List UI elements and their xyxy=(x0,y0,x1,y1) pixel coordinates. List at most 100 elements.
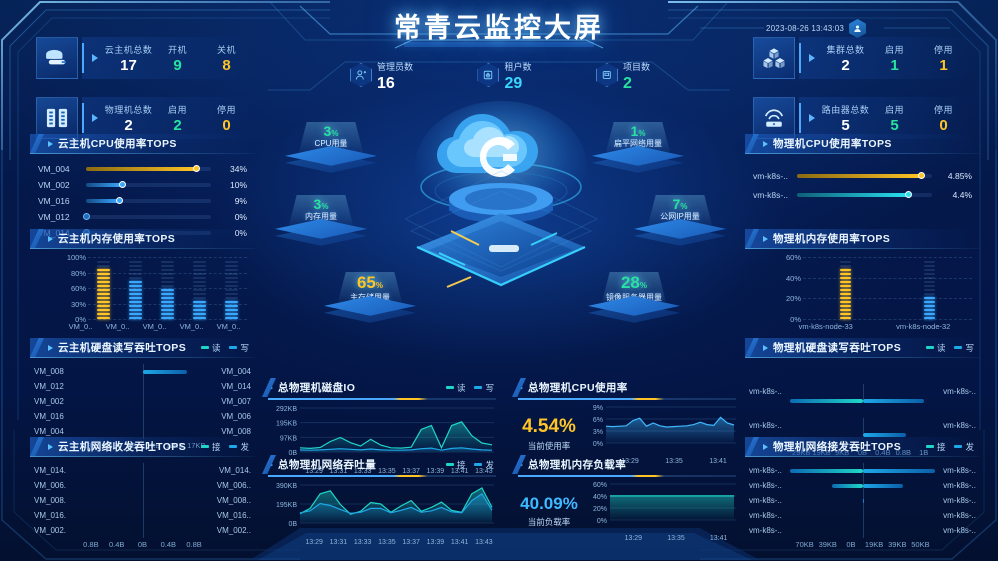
table-row[interactable]: VM_008 VM_004 xyxy=(34,364,251,379)
legend-item-read[interactable]: 读 xyxy=(200,342,220,354)
row-label-left: VM_006. xyxy=(34,481,67,490)
table-row[interactable]: vm-k8s-.. vm-k8s-.. xyxy=(749,493,976,508)
timestamp-text: 2023-08-26 13:43:03 xyxy=(766,24,845,33)
legend-item-send[interactable]: 发 xyxy=(229,441,249,453)
legend-item-send[interactable]: 发 xyxy=(474,459,494,471)
chart-x-labels: 13:29 13:31 13:33 13:35 13:37 13:39 13:41 13:43 xyxy=(302,539,496,546)
panel-header: 物理机内存使用率TOPS xyxy=(745,229,980,248)
user-hex-icon[interactable] xyxy=(849,19,867,38)
table-row[interactable]: VM_002. VM_002.. xyxy=(34,523,251,538)
bar-right xyxy=(862,398,924,403)
stat-value: 1 xyxy=(890,56,899,74)
chart-bar[interactable] xyxy=(803,257,888,319)
series-line xyxy=(299,421,493,450)
stat-cell: 停用 1 xyxy=(919,43,968,74)
center-stat-projects[interactable]: 项目数 2 xyxy=(595,57,650,93)
legend-item-recv[interactable]: 接 xyxy=(445,459,465,471)
stat-card-host-total[interactable]: 物理机总数 2 启用 2 停用 0 xyxy=(36,96,251,140)
triangle-right-icon xyxy=(268,461,273,468)
stat-card-vm-total[interactable]: 云主机总数 17 开机 9 关机 8 xyxy=(36,36,251,80)
legend-item-recv[interactable]: 接 xyxy=(200,441,220,453)
legend-item-send[interactable]: 发 xyxy=(954,441,974,453)
progress-track[interactable] xyxy=(86,197,211,204)
center-stat-label: 项目数 xyxy=(622,62,650,72)
chart-y-tick: 0B xyxy=(288,521,297,528)
table-row[interactable]: VM_004 VM_008 xyxy=(34,424,251,439)
list-item[interactable]: vm-k8s-.. 4.85% xyxy=(753,166,972,185)
table-row[interactable]: VM_002 VM_007 xyxy=(34,394,251,409)
chart-y-tick: 0% xyxy=(597,518,607,525)
list-item[interactable]: VM_002 10% xyxy=(38,177,247,193)
stat-label: 启用 xyxy=(884,44,904,55)
legend-item-read[interactable]: 读 xyxy=(925,342,945,354)
chart-plot: 292KB 195KB 97KB 0B xyxy=(276,406,494,457)
center-stat-admins[interactable]: 管理员数 16 xyxy=(350,57,413,93)
table-row[interactable]: VM_014. VM_014. xyxy=(34,463,251,478)
table-row[interactable]: vm-k8s-.. vm-k8s-.. xyxy=(749,478,976,493)
chart-bar[interactable] xyxy=(215,257,247,319)
chart-x-tick: 13:31 xyxy=(329,539,348,546)
legend-item-write[interactable]: 写 xyxy=(954,342,974,354)
chart-x-labels: VM_0.. VM_0.. VM_0.. VM_0.. VM_0.. xyxy=(62,322,247,331)
chart-y-tick: 195KB xyxy=(276,421,297,428)
chart-x-tick: vm-k8s-node-33 xyxy=(798,322,853,331)
row-label-left: vm-k8s-.. xyxy=(749,420,782,430)
grid-line xyxy=(803,257,972,258)
list-item[interactable]: vm-k8s-.. 4.4% xyxy=(753,185,972,204)
chart-legend: 读 写 xyxy=(200,342,255,354)
chart-bar[interactable] xyxy=(183,257,215,319)
table-row[interactable]: VM_016. VM_016.. xyxy=(34,508,251,523)
table-row[interactable]: VM_008. VM_008.. xyxy=(34,493,251,508)
tile-plate xyxy=(285,146,377,180)
tile-value: 65% xyxy=(356,273,384,292)
table-row[interactable]: VM_012 VM_014 xyxy=(34,379,251,394)
table-row[interactable]: VM_016 VM_006 xyxy=(34,409,251,424)
list-item[interactable]: VM_016 9% xyxy=(38,193,247,209)
list-item[interactable]: VM_012 0% xyxy=(38,209,247,225)
legend-item-write[interactable]: 写 xyxy=(474,382,494,394)
chart-bar[interactable] xyxy=(120,257,152,319)
progress-track[interactable] xyxy=(797,171,932,179)
progress-track[interactable] xyxy=(83,213,211,220)
chart-legend: 接 发 xyxy=(925,441,980,453)
row-label-left: vm-k8s-.. xyxy=(749,481,782,490)
progress-track[interactable] xyxy=(86,181,211,188)
table-row[interactable]: vm-k8s-.. vm-k8s-.. xyxy=(749,523,976,538)
chart-bar[interactable] xyxy=(88,257,120,319)
table-row[interactable]: vm-k8s-.. vm-k8s-.. xyxy=(749,508,976,523)
row-label-right: vm-k8s-.. xyxy=(943,496,976,505)
chart-y-tick: 100% xyxy=(66,253,86,262)
legend-item-write[interactable]: 写 xyxy=(229,342,249,354)
panel-header: 物理机硬盘读写吞吐TOPS 读 写 xyxy=(745,338,980,357)
list-item[interactable]: VM_004 34% xyxy=(38,161,247,177)
router-wifi-icon xyxy=(753,97,795,139)
progress-track[interactable] xyxy=(797,190,932,198)
stat-label: 启用 xyxy=(884,104,904,115)
chart-x-tick: 13:29 xyxy=(624,535,643,542)
table-row[interactable]: vm-k8s-.. vm-k8s-.. xyxy=(749,374,976,408)
table-row[interactable]: vm-k8s-.. vm-k8s-.. xyxy=(749,408,976,442)
panel-host-net-throughput: 总物理机网络吞吐量 接 发 390KB 195KB 0B 13:29 13:31 13:… xyxy=(262,455,500,546)
row-label-right: VM_002.. xyxy=(216,526,251,535)
center-stat-value: 16 xyxy=(377,75,395,92)
dashed-bar-chart: 60% 40% 20% 0% vm-k8s-node-33 vm-k8s-node-32 xyxy=(745,249,980,333)
chart-bar[interactable] xyxy=(152,257,184,319)
chart-bar[interactable] xyxy=(888,257,973,319)
legend-item-recv[interactable]: 接 xyxy=(925,441,945,453)
chart-y-tick: 60% xyxy=(785,253,801,262)
chart-x-tick: 0B xyxy=(846,540,856,549)
stat-card-cluster-total[interactable]: 集群总数 2 启用 1 停用 1 xyxy=(753,36,968,80)
table-row[interactable]: vm-k8s-.. vm-k8s-.. xyxy=(749,463,976,478)
center-stat-tenants[interactable]: 租户数 29 xyxy=(477,57,532,93)
table-row[interactable]: VM_006. VM_006.. xyxy=(34,478,251,493)
stat-card-router-total[interactable]: 路由器总数 5 启用 5 停用 0 xyxy=(753,96,968,140)
tile-label: 内存用量 xyxy=(305,212,337,221)
stat-value: 2 xyxy=(124,116,133,134)
row-label-left: VM_008 xyxy=(34,367,64,376)
progress-track[interactable] xyxy=(86,165,211,172)
series-line xyxy=(605,416,735,428)
tile-value: 7% xyxy=(672,196,688,212)
row-label-right: vm-k8s-.. xyxy=(943,466,976,475)
tile-value: 1% xyxy=(630,123,646,139)
legend-item-read[interactable]: 读 xyxy=(445,382,465,394)
